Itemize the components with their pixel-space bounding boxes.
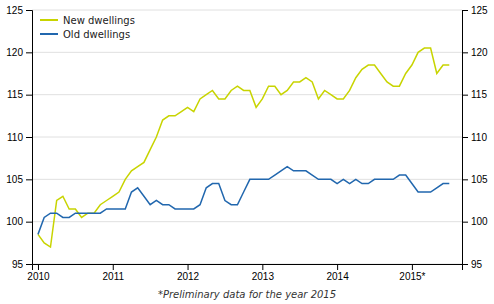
tick-label: 2014 bbox=[326, 271, 349, 282]
plot: 2010 2011 2012 2013 2014 2015* 95 100 105 110 115 1… bbox=[6, 5, 488, 282]
legend-item: Old dwellings bbox=[40, 29, 130, 40]
tick-label: 105 bbox=[471, 174, 488, 185]
axis-line bbox=[26, 11, 33, 265]
tick-mark bbox=[412, 264, 413, 270]
tick-mark bbox=[462, 222, 468, 223]
tick: 2014 bbox=[326, 264, 349, 282]
tick-mark bbox=[462, 137, 468, 138]
tick-label: 120 bbox=[471, 47, 488, 58]
axis-line bbox=[463, 11, 469, 265]
tick-mark bbox=[26, 222, 32, 223]
tick: 105 bbox=[462, 174, 488, 185]
tick-mark bbox=[462, 179, 468, 180]
tick: 120 bbox=[6, 47, 32, 58]
tick-mark bbox=[26, 10, 32, 11]
tick-label: 125 bbox=[6, 5, 23, 16]
tick: 2011 bbox=[103, 264, 125, 282]
tick-mark bbox=[38, 264, 39, 270]
tick: 95 bbox=[12, 259, 32, 270]
tick-label: 115 bbox=[7, 89, 23, 100]
footnote: *Preliminary data for the year 2015 bbox=[158, 289, 336, 300]
tick-mark bbox=[26, 179, 32, 180]
grid-line bbox=[32, 10, 462, 11]
tick-mark bbox=[462, 95, 468, 96]
grid-line bbox=[32, 179, 462, 180]
x-axis: 2010 2011 2012 2013 2014 2015* bbox=[27, 264, 462, 282]
tick-label: 2012 bbox=[177, 271, 200, 282]
legend-swatch bbox=[40, 19, 58, 21]
tick: 110 bbox=[462, 132, 487, 143]
tick-mark bbox=[462, 52, 468, 53]
grid-line bbox=[32, 137, 462, 138]
tick-mark bbox=[188, 264, 189, 270]
legend-item: New dwellings bbox=[40, 15, 135, 26]
legend-label: Old dwellings bbox=[63, 29, 130, 40]
grid-line bbox=[32, 94, 462, 95]
axis-line bbox=[33, 265, 463, 271]
tick: 100 bbox=[462, 216, 488, 227]
tick-label: 100 bbox=[471, 216, 488, 227]
tick-label: 2013 bbox=[252, 271, 275, 282]
legend-label: New dwellings bbox=[63, 15, 135, 26]
tick-label: 120 bbox=[6, 47, 23, 58]
tick-mark bbox=[262, 264, 263, 270]
grid bbox=[32, 10, 462, 264]
legend-swatch bbox=[40, 33, 58, 35]
tick-mark bbox=[26, 95, 32, 96]
tick-label: 110 bbox=[471, 132, 487, 143]
tick: 125 bbox=[462, 5, 488, 16]
tick-label: 2010 bbox=[27, 271, 50, 282]
tick-label: 105 bbox=[6, 174, 23, 185]
chart: 2010 2011 2012 2013 2014 2015* 95 100 105 110 115 1… bbox=[0, 0, 494, 304]
tick-mark bbox=[113, 264, 114, 270]
tick-label: 95 bbox=[471, 259, 483, 270]
tick: 2012 bbox=[177, 264, 200, 282]
tick: 125 bbox=[6, 5, 32, 16]
tick-mark bbox=[462, 10, 468, 11]
tick-label: 110 bbox=[7, 132, 23, 143]
tick: 120 bbox=[462, 47, 488, 58]
tick-label: 125 bbox=[471, 5, 488, 16]
tick-label: 2011 bbox=[103, 271, 125, 282]
tick-label: 2015* bbox=[399, 271, 425, 282]
grid-line bbox=[32, 221, 462, 222]
tick: 115 bbox=[462, 89, 487, 100]
legend: New dwellings Old dwellings bbox=[40, 15, 135, 40]
tick-mark bbox=[337, 264, 338, 270]
tick: 115 bbox=[7, 89, 32, 100]
tick-label: 95 bbox=[12, 259, 24, 270]
tick: 110 bbox=[7, 132, 32, 143]
tick-mark bbox=[462, 264, 468, 265]
tick-mark bbox=[26, 52, 32, 53]
lines bbox=[38, 48, 449, 247]
line bbox=[38, 167, 449, 235]
tick-mark bbox=[26, 264, 32, 265]
tick: 2010 bbox=[27, 264, 50, 282]
tick: 2013 bbox=[252, 264, 275, 282]
tick-label: 115 bbox=[471, 89, 487, 100]
tick: 100 bbox=[6, 216, 32, 227]
y-axis: 95 100 105 110 115 120 125 bbox=[6, 5, 32, 270]
grid-line bbox=[32, 52, 462, 53]
line bbox=[38, 48, 449, 247]
tick-label: 100 bbox=[6, 216, 23, 227]
tick: 2015* bbox=[399, 264, 425, 282]
tick: 95 bbox=[462, 259, 483, 270]
y2-axis: 95 100 105 110 115 120 125 bbox=[462, 5, 488, 270]
tick-mark bbox=[26, 137, 32, 138]
tick: 105 bbox=[6, 174, 32, 185]
